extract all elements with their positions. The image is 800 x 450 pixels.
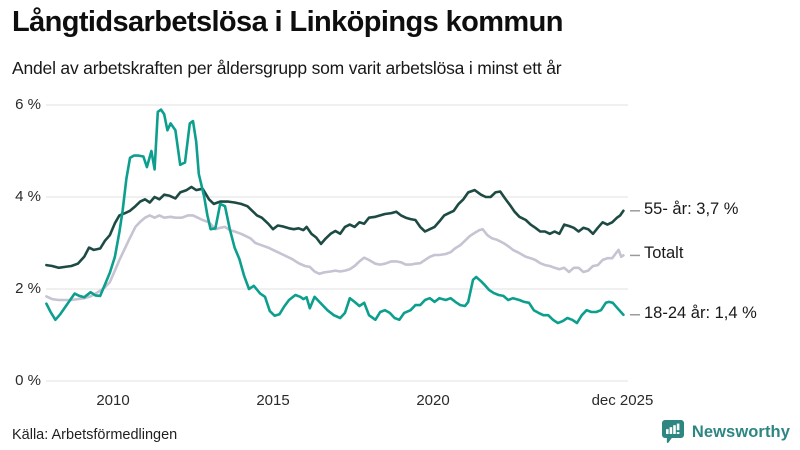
y-axis-tick-label: 2 % [15,280,41,297]
series-line-55--år [45,185,625,270]
newsworthy-brand[interactable]: Newsworthy [661,419,790,445]
source-attribution: Källa: Arbetsförmedlingen [12,427,178,443]
newsworthy-wordmark: Newsworthy [691,422,790,441]
series-line-18-24-år [45,108,625,325]
x-axis-tick-label: 2020 [416,392,450,409]
series-end-label-Totalt: Totalt [644,244,684,263]
y-axis-tick-label: 6 % [15,96,41,113]
series-line-Totalt [45,214,625,302]
series-end-label-18-24-år: 18-24 år: 1,4 % [644,303,757,322]
x-axis-tick-label: dec 2025 [591,392,654,409]
x-axis-tick-label: 2015 [256,392,290,409]
page-title: Långtidsarbetslösa i Linköpings kommun [12,6,563,38]
y-axis-tick-label: 0 % [15,372,41,389]
y-axis-tick-label: 4 % [15,188,41,205]
newsworthy-logo-icon [661,419,685,445]
chart-subtitle: Andel av arbetskraften per åldersgrupp s… [12,58,562,78]
series-end-label-55--år: 55- år: 3,7 % [644,199,739,218]
x-axis-tick-label: 2010 [96,392,130,409]
